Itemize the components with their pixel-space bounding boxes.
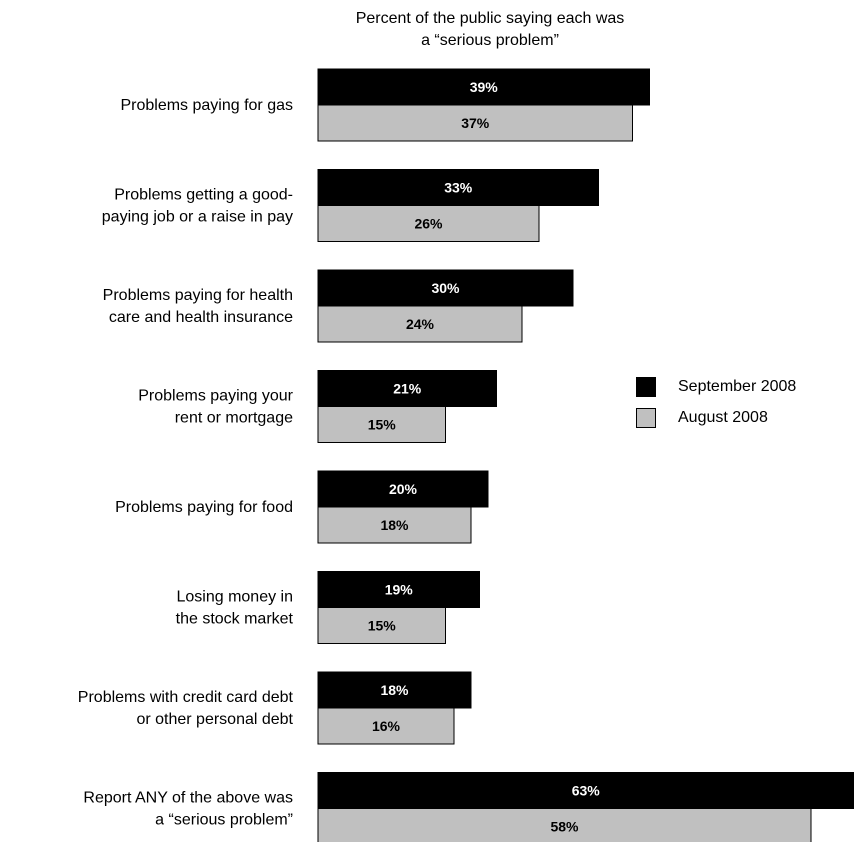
category-label-line: Problems paying your — [138, 388, 293, 405]
category-label-line: a “serious problem” — [155, 812, 293, 829]
category-label: Problems paying for food — [115, 499, 293, 516]
bar-value-label: 15% — [368, 417, 397, 433]
bar-august-2008 — [317, 808, 812, 842]
legend-swatch-september — [636, 377, 656, 397]
legend-label-september: September 2008 — [678, 378, 797, 395]
category-label-line: Losing money in — [176, 589, 293, 606]
bar-august-2008 — [317, 506, 472, 544]
category-label: Problems paying for gas — [120, 97, 293, 114]
bar-august-2008 — [317, 607, 446, 644]
plot-area: Problems paying for gas 39% 37% Problems ge… — [78, 68, 854, 842]
bar-value-label: 58% — [550, 819, 579, 835]
bar-august-2008 — [317, 305, 523, 343]
bar-value-label: 37% — [461, 115, 490, 131]
category-label-line: rent or mortgage — [175, 410, 293, 427]
category-label: Problems getting a good-paying job or a … — [102, 187, 293, 226]
bar-value-label: 20% — [389, 481, 418, 497]
legend-item-august: August 2008 — [636, 408, 796, 428]
bar-value-label: 63% — [572, 783, 601, 799]
bar-august-2008 — [317, 205, 540, 242]
category-label-line: Problems paying for food — [115, 499, 293, 516]
category-label-line: paying job or a raise in pay — [102, 209, 293, 226]
category-label-line: Problems paying for gas — [120, 97, 293, 114]
chart-title: Percent of the public saying each was a … — [300, 8, 680, 52]
chart-title-line-2: a “serious problem” — [421, 32, 559, 49]
bar-september-2008 — [317, 370, 497, 407]
category-label: Problems paying for health care and healt… — [103, 287, 293, 326]
category-label: Losing money in the stock market — [176, 589, 294, 628]
category-label-line: Problems paying for health — [103, 287, 293, 304]
legend: September 2008 August 2008 — [636, 377, 796, 439]
category-label: Report ANY of the above was a “serious pr… — [83, 790, 293, 829]
bar-september-2008 — [317, 68, 650, 106]
bar-value-label: 30% — [431, 280, 460, 296]
legend-item-september: September 2008 — [636, 377, 796, 397]
category-label: Problems with credit card debt or other p… — [78, 689, 294, 728]
chart-title-line-1: Percent of the public saying each was — [355, 10, 625, 27]
bar-value-label: 39% — [470, 79, 499, 95]
bar-value-label: 21% — [393, 381, 422, 397]
category-label-line: Problems getting a good- — [114, 187, 293, 204]
bar-september-2008 — [317, 671, 472, 709]
category-label-line: care and health insurance — [109, 309, 293, 326]
bar-september-2008 — [317, 269, 574, 307]
bar-value-label: 19% — [385, 582, 414, 598]
bar-august-2008 — [317, 707, 455, 745]
legend-swatch-august — [636, 408, 656, 428]
bar-value-label: 15% — [368, 618, 397, 634]
bar-value-label: 18% — [380, 682, 409, 698]
category-label-line: or other personal debt — [136, 711, 293, 728]
bar-value-label: 24% — [406, 316, 435, 332]
category-label-line: Problems with credit card debt — [78, 689, 294, 706]
bar-august-2008 — [317, 104, 633, 142]
bar-value-label: 26% — [414, 216, 443, 232]
bar-september-2008 — [317, 772, 854, 809]
bar-august-2008 — [317, 406, 446, 443]
category-label-line: the stock market — [176, 611, 294, 628]
bar-value-label: 16% — [372, 718, 401, 734]
legend-label-august: August 2008 — [678, 409, 768, 426]
category-label: Problems paying your rent or mortgage — [138, 388, 293, 427]
category-label-line: Report ANY of the above was — [83, 790, 293, 807]
bar-value-label: 18% — [380, 517, 409, 533]
bar-september-2008 — [317, 470, 489, 508]
bar-value-label: 33% — [444, 180, 473, 196]
